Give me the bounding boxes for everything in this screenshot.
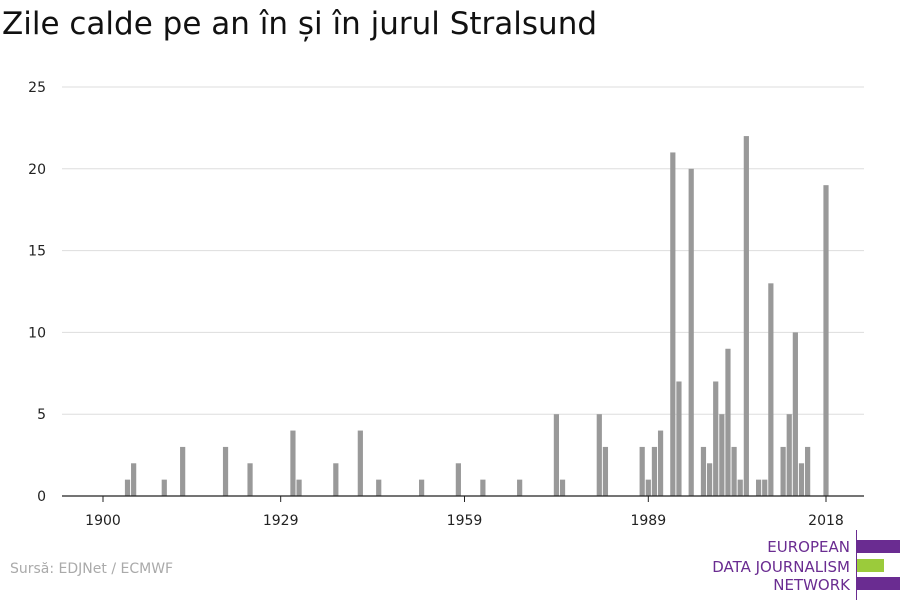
bar [706, 463, 713, 496]
bar [376, 479, 382, 496]
bar [737, 479, 743, 496]
bar [357, 430, 363, 496]
bar [719, 414, 725, 496]
bar [645, 479, 651, 496]
logo-text-line2: DATA JOURNALISM [712, 558, 850, 576]
bar [786, 414, 792, 496]
bar [725, 348, 731, 496]
bar [676, 381, 682, 496]
y-tick-label: 25 [28, 80, 46, 96]
bar [713, 381, 719, 496]
bar [768, 283, 774, 496]
bar [670, 152, 676, 496]
bar [333, 463, 339, 496]
x-tick-label: 1929 [263, 513, 299, 529]
logo-text-line1: EUROPEAN [767, 538, 850, 556]
bar [419, 479, 425, 496]
bar [131, 463, 137, 496]
bar [792, 332, 798, 496]
bar [596, 414, 602, 496]
bar [639, 446, 645, 496]
bar [805, 446, 811, 496]
bar [651, 446, 658, 496]
bar [480, 479, 486, 496]
bar [161, 479, 167, 496]
y-tick-label: 20 [28, 162, 46, 178]
bar [700, 446, 707, 496]
logo-bar-purple-top [857, 540, 900, 553]
bar [602, 446, 609, 496]
bar [657, 430, 664, 496]
bar [247, 463, 253, 496]
logo-text-line3: NETWORK [773, 576, 850, 594]
bar [222, 446, 229, 496]
y-tick-label: 5 [37, 407, 46, 423]
edjnet-logo: EUROPEAN DATA JOURNALISM NETWORK [700, 530, 900, 600]
y-tick-label: 15 [28, 244, 46, 260]
x-tick-label: 1989 [630, 513, 666, 529]
bar [180, 446, 186, 496]
bar [780, 446, 786, 496]
bar [296, 479, 302, 496]
x-tick-label: 1959 [447, 513, 483, 529]
bar [688, 168, 694, 497]
logo-bar-purple-bottom [857, 577, 900, 590]
logo-bar-green [857, 559, 884, 572]
x-tick-label: 2018 [808, 513, 844, 529]
bar [798, 463, 805, 496]
chart-title: Zile calde pe an în și în jurul Stralsun… [2, 6, 598, 42]
bar [553, 414, 560, 496]
bar [756, 479, 762, 496]
bar [124, 479, 131, 496]
y-tick-label: 10 [28, 325, 46, 341]
logo-separator [856, 530, 857, 600]
source-note: Sursă: EDJNet / ECMWF [10, 561, 174, 577]
x-tick-label: 1900 [85, 513, 121, 529]
bar [517, 479, 523, 496]
bar [559, 479, 566, 496]
y-tick-label: 0 [37, 489, 46, 505]
bar [762, 479, 768, 496]
bar [823, 185, 829, 496]
bar [743, 136, 749, 496]
bar [731, 446, 737, 496]
bar [455, 463, 461, 496]
bar [290, 430, 296, 496]
